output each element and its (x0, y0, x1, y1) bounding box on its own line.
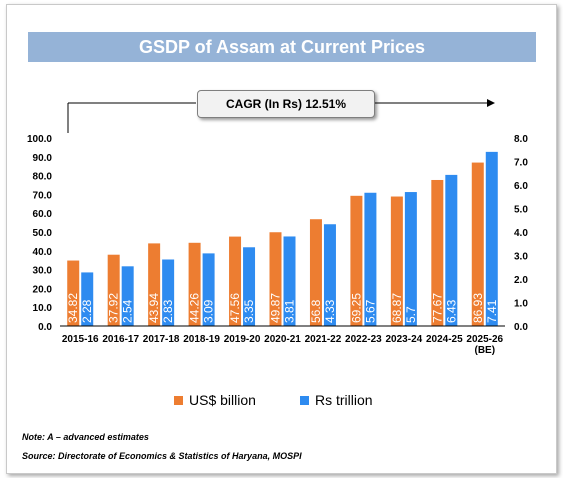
data-label-usd-1: 37.92 (107, 293, 121, 323)
bar-inr-9 (445, 174, 458, 326)
y-left-tick-9: 90.0 (33, 153, 53, 164)
y-left-tick-4: 40.0 (33, 247, 53, 258)
data-label-usd-9: 77.67 (430, 293, 444, 323)
data-label-usd-6: 56.8 (309, 299, 323, 323)
data-label-usd-8: 68.87 (390, 293, 404, 323)
data-label-usd-2: 43.94 (147, 293, 161, 323)
legend-label-usd: US$ billion (189, 392, 256, 408)
legend-label-inr: Rs trillion (315, 392, 373, 408)
bar-inr-8 (404, 192, 417, 326)
data-label-usd-5: 49.87 (269, 293, 283, 323)
y-left-tick-7: 70.0 (33, 190, 53, 201)
bar-usd-4 (229, 236, 242, 326)
y-right-tick-3: 3.0 (514, 252, 528, 263)
x-tick-label-1: 2016-17 (102, 334, 139, 345)
x-tick-label-4: 2019-20 (224, 334, 261, 345)
bar-usd-7 (350, 195, 363, 326)
data-label-inr-1: 2.54 (121, 299, 135, 323)
y-left-tick-8: 80.0 (33, 172, 53, 183)
data-label-inr-8: 5.7 (404, 306, 418, 323)
bar-usd-5 (269, 232, 282, 326)
source-text: Source: Directorate of Economics & Stati… (22, 451, 302, 461)
bar-usd-1 (107, 254, 120, 326)
y-left-tick-2: 20.0 (33, 284, 53, 295)
cagr-label: CAGR (In Rs) 12.51% (197, 90, 375, 118)
bar-inr-4 (243, 247, 256, 326)
x-tick-label-10-line2: (BE) (474, 345, 495, 356)
y-left-tick-1: 10.0 (33, 303, 53, 314)
bar-usd-3 (188, 242, 201, 326)
data-label-inr-9: 6.43 (444, 299, 458, 323)
legend-item-inr: Rs trillion (300, 392, 373, 408)
y-right-tick-4: 4.0 (514, 228, 528, 239)
x-tick-label-6: 2021-22 (305, 334, 342, 345)
x-tick-label-3: 2018-19 (183, 334, 220, 345)
y-right-tick-5: 5.0 (514, 205, 528, 216)
bar-inr-5 (283, 236, 296, 326)
data-label-inr-6: 4.33 (323, 299, 337, 323)
y-right-tick-1: 1.0 (514, 299, 528, 310)
bar-usd-8 (390, 196, 403, 326)
data-label-usd-3: 44.26 (188, 293, 202, 323)
y-left-tick-6: 60.0 (33, 209, 53, 220)
y-left-tick-5: 50.0 (33, 228, 53, 239)
data-label-inr-7: 5.67 (363, 299, 377, 323)
data-label-inr-10: 7.41 (485, 299, 499, 323)
y-right-tick-8: 8.0 (514, 134, 528, 145)
bar-inr-3 (202, 253, 215, 326)
bar-inr-7 (364, 192, 377, 326)
chart-title: GSDP of Assam at Current Prices (28, 32, 536, 62)
y-right-tick-6: 6.0 (514, 181, 528, 192)
x-tick-label-10: 2025-26 (466, 334, 503, 345)
data-label-inr-3: 3.09 (202, 299, 216, 323)
bar-usd-2 (148, 243, 161, 326)
data-label-usd-10: 86.93 (471, 293, 485, 323)
y-left-tick-10: 100.0 (27, 134, 52, 145)
x-tick-label-5: 2020-21 (264, 334, 301, 345)
cagr-arrow (67, 99, 495, 133)
x-tick-label-9: 2024-25 (426, 334, 463, 345)
data-label-usd-0: 34.82 (66, 293, 80, 323)
x-tick-label-8: 2023-24 (386, 334, 423, 345)
bar-usd-6 (309, 219, 322, 326)
bar-inr-10 (485, 151, 498, 326)
data-label-inr-5: 3.81 (283, 299, 297, 323)
y-right-tick-2: 2.0 (514, 275, 528, 286)
bar-usd-0 (67, 260, 80, 326)
bar-inr-6 (323, 224, 336, 326)
x-tick-label-0: 2015-16 (62, 334, 99, 345)
y-right-tick-0: 0.0 (514, 322, 528, 333)
y-right-tick-7: 7.0 (514, 158, 528, 169)
x-tick-label-2: 2017-18 (143, 334, 180, 345)
y-left-tick-0: 0.0 (38, 322, 52, 333)
bar-inr-1 (121, 266, 134, 326)
x-tick-label-7: 2022-23 (345, 334, 382, 345)
y-left-tick-3: 30.0 (33, 266, 53, 277)
bar-inr-0 (81, 272, 94, 326)
bar-usd-10 (471, 162, 484, 326)
legend-item-usd: US$ billion (174, 392, 256, 408)
data-label-inr-4: 3.35 (242, 299, 256, 323)
legend-swatch-inr (300, 395, 309, 405)
data-label-inr-2: 2.83 (161, 299, 175, 323)
data-label-usd-7: 69.25 (349, 293, 363, 323)
bar-usd-9 (431, 179, 444, 326)
data-label-usd-4: 47.56 (228, 293, 242, 323)
data-label-inr-0: 2.28 (80, 299, 94, 323)
note-text: Note: A – advanced estimates (22, 432, 149, 442)
legend-swatch-usd (174, 395, 183, 405)
bar-inr-2 (162, 259, 175, 326)
